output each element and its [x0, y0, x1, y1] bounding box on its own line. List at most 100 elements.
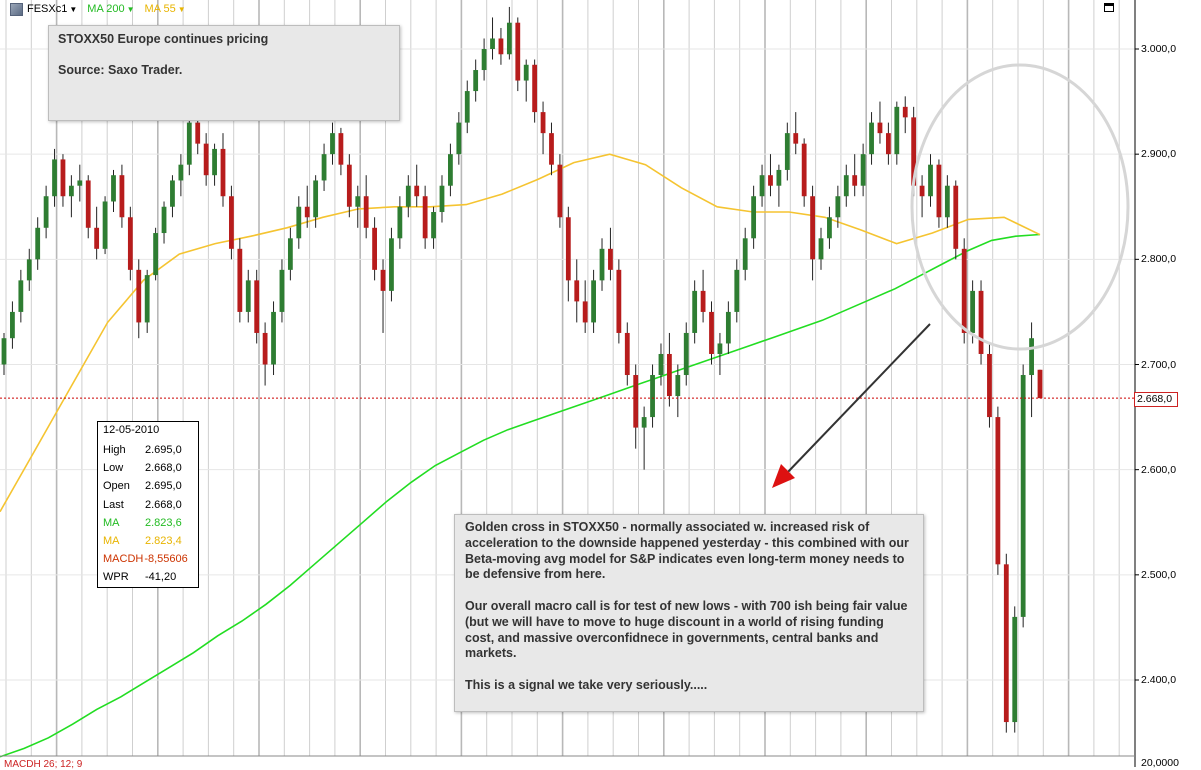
candle [717, 332, 723, 376]
candle-body [1003, 564, 1009, 723]
candle-body [195, 122, 201, 144]
moving-averages [0, 153, 1041, 758]
candle [953, 180, 959, 260]
candle-body [161, 206, 167, 234]
candle-body [68, 185, 74, 197]
candle [287, 227, 293, 281]
candle-body [136, 269, 142, 323]
candle [700, 269, 706, 323]
candle-body [405, 185, 411, 207]
candle-body [380, 269, 386, 291]
candle [321, 143, 327, 191]
maximize-window-icon[interactable] [1104, 3, 1114, 12]
candle-body [641, 417, 647, 428]
candle [397, 196, 403, 249]
candle [1020, 364, 1026, 628]
candle [1037, 369, 1043, 399]
candle-body [346, 164, 352, 207]
candle [203, 133, 209, 186]
candle-body [784, 133, 790, 170]
candle [1029, 322, 1034, 418]
candle [94, 206, 100, 260]
chart-toolbar: FESXc1 ▼ MA 200 ▼ MA 55 ▼ [0, 0, 1135, 18]
candle-body [245, 280, 251, 312]
candle [178, 154, 184, 197]
candle-body [363, 196, 369, 228]
candle-body [220, 148, 226, 197]
candle-body [1012, 616, 1018, 723]
candle-body [85, 180, 91, 228]
ma-slow-selector[interactable]: MA 200 ▼ [87, 3, 134, 15]
candle-body [877, 122, 883, 134]
candle-body [540, 112, 546, 134]
candle-body [26, 259, 32, 281]
candle-body [532, 64, 538, 113]
candle [793, 112, 799, 155]
candle-body [119, 175, 125, 218]
arrow-head [772, 464, 795, 488]
candle [776, 164, 782, 207]
candle-body [624, 332, 630, 376]
data-window: 12-05-2010 High 2.695,0 Low 2.668,0 Open 2.69… [97, 421, 199, 588]
candle-body [936, 164, 942, 218]
candle [759, 164, 765, 207]
candle-body [919, 185, 925, 197]
candle-body [1037, 369, 1043, 399]
candle-body [523, 64, 529, 81]
candle-body [170, 180, 175, 207]
candle [229, 185, 234, 260]
candle-body [944, 185, 950, 218]
candle [683, 322, 689, 386]
candle-body [793, 133, 799, 144]
candle-body [35, 227, 41, 260]
candle-body [978, 290, 984, 354]
macd-label[interactable]: MACDH 26; 12; 9 [4, 759, 83, 770]
candle-body [414, 185, 420, 197]
candle-body [111, 175, 116, 202]
candle-body [557, 164, 563, 218]
candle-body [734, 269, 740, 312]
candle [616, 259, 622, 344]
candle [405, 175, 411, 218]
instrument-icon [10, 2, 23, 16]
source-note-title: STOXX50 Europe continues pricing [58, 32, 269, 46]
candle-body [565, 217, 571, 281]
candle-body [987, 353, 992, 418]
candle [1003, 553, 1009, 733]
data-window-row: MACDH -8,55606 [98, 550, 198, 568]
data-window-row: WPR -41,20 [98, 568, 198, 586]
candle [961, 238, 967, 344]
candle-body [60, 159, 66, 197]
candle-body [229, 196, 234, 249]
candle-body [827, 217, 832, 239]
candle [608, 227, 613, 281]
data-window-value: 2.695,0 [145, 444, 182, 457]
candle [557, 154, 563, 228]
data-window-label: Last [103, 498, 124, 511]
candle [666, 332, 672, 407]
candle-body [608, 248, 613, 270]
candle [102, 196, 108, 255]
candle-body [725, 311, 731, 344]
price-tick-label: 2.400,0 [1141, 674, 1177, 686]
candle [978, 280, 984, 365]
candle-body [860, 154, 866, 186]
candle-body [313, 180, 319, 218]
data-window-label: Open [103, 480, 130, 493]
ma-200-line [0, 233, 1041, 758]
candle-body [902, 106, 908, 118]
candle [18, 269, 24, 323]
candle-body [271, 311, 276, 365]
candle [355, 185, 361, 228]
candle [810, 185, 815, 281]
candle [523, 59, 529, 102]
data-window-date: 12-05-2010 [103, 424, 160, 436]
candle-body [650, 375, 655, 418]
data-window-label: MA [103, 535, 120, 548]
candle [801, 138, 807, 207]
ma-fast-selector[interactable]: MA 55 ▼ [145, 3, 186, 15]
candle-body [321, 154, 327, 181]
candle-body [582, 301, 588, 323]
symbol-selector[interactable]: FESXc1 ▼ [27, 3, 77, 15]
price-tick-label: 2.800,0 [1141, 253, 1177, 266]
